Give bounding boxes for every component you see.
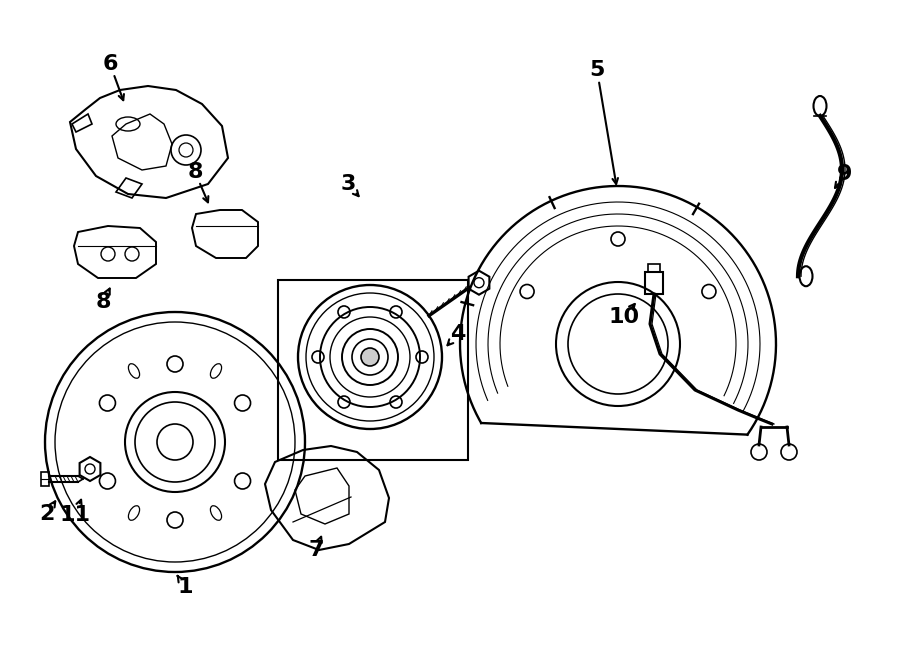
- Text: 10: 10: [608, 307, 640, 327]
- Bar: [648, 264, 660, 272]
- Text: 7: 7: [309, 540, 324, 560]
- Text: 5: 5: [590, 60, 605, 80]
- Text: 4: 4: [450, 324, 465, 344]
- Text: 8: 8: [187, 162, 202, 182]
- Bar: [645, 272, 663, 294]
- Bar: [41, 472, 49, 486]
- Text: 6: 6: [103, 54, 118, 74]
- Text: 11: 11: [59, 505, 91, 525]
- Text: 9: 9: [837, 164, 852, 184]
- Circle shape: [361, 348, 379, 366]
- Text: 2: 2: [40, 504, 55, 524]
- Bar: [278, 280, 468, 460]
- Text: 1: 1: [177, 577, 193, 597]
- Text: 8: 8: [95, 292, 111, 312]
- Text: 3: 3: [340, 174, 356, 194]
